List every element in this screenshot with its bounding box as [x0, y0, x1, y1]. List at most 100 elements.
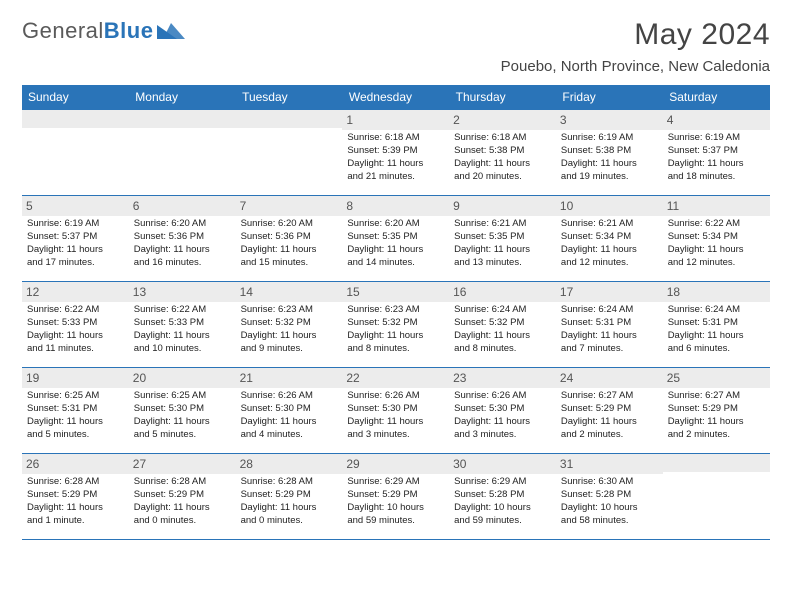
- cell-sunrise: Sunrise: 6:29 AM: [454, 476, 551, 489]
- day-number: [663, 454, 770, 472]
- cell-daylight2: and 8 minutes.: [454, 343, 551, 356]
- cell-daylight2: and 9 minutes.: [241, 343, 338, 356]
- cell-sunset: Sunset: 5:28 PM: [454, 489, 551, 502]
- calendar-cell: 8Sunrise: 6:20 AMSunset: 5:35 PMDaylight…: [342, 196, 449, 282]
- cell-sunset: Sunset: 5:30 PM: [454, 403, 551, 416]
- cell-sunrise: Sunrise: 6:24 AM: [561, 304, 658, 317]
- calendar-cell: 6Sunrise: 6:20 AMSunset: 5:36 PMDaylight…: [129, 196, 236, 282]
- cell-daylight1: Daylight: 11 hours: [134, 244, 231, 257]
- cell-sunset: Sunset: 5:29 PM: [241, 489, 338, 502]
- cell-sunset: Sunset: 5:29 PM: [668, 403, 765, 416]
- location: Pouebo, North Province, New Caledonia: [501, 58, 770, 75]
- calendar-cell: [236, 110, 343, 196]
- cell-daylight1: Daylight: 11 hours: [241, 330, 338, 343]
- day-number: 4: [663, 110, 770, 130]
- cell-daylight2: and 19 minutes.: [561, 171, 658, 184]
- calendar-cell: [129, 110, 236, 196]
- day-number: 29: [342, 454, 449, 474]
- day-number: 28: [236, 454, 343, 474]
- cell-daylight2: and 12 minutes.: [561, 257, 658, 270]
- calendar-table: Sunday Monday Tuesday Wednesday Thursday…: [22, 85, 770, 540]
- cell-daylight1: Daylight: 11 hours: [134, 330, 231, 343]
- day-number: 16: [449, 282, 556, 302]
- cell-daylight1: Daylight: 11 hours: [347, 158, 444, 171]
- calendar-cell: 23Sunrise: 6:26 AMSunset: 5:30 PMDayligh…: [449, 368, 556, 454]
- day-number: 23: [449, 368, 556, 388]
- cell-sunrise: Sunrise: 6:26 AM: [241, 390, 338, 403]
- col-friday: Friday: [556, 85, 663, 110]
- cell-daylight1: Daylight: 11 hours: [241, 502, 338, 515]
- day-header-row: Sunday Monday Tuesday Wednesday Thursday…: [22, 85, 770, 110]
- calendar-cell: 20Sunrise: 6:25 AMSunset: 5:30 PMDayligh…: [129, 368, 236, 454]
- cell-sunrise: Sunrise: 6:22 AM: [668, 218, 765, 231]
- day-number: 26: [22, 454, 129, 474]
- cell-daylight2: and 5 minutes.: [27, 429, 124, 442]
- cell-daylight1: Daylight: 11 hours: [241, 244, 338, 257]
- cell-daylight2: and 0 minutes.: [134, 515, 231, 528]
- cell-daylight1: Daylight: 11 hours: [27, 244, 124, 257]
- calendar-cell: 12Sunrise: 6:22 AMSunset: 5:33 PMDayligh…: [22, 282, 129, 368]
- col-sunday: Sunday: [22, 85, 129, 110]
- cell-sunrise: Sunrise: 6:19 AM: [561, 132, 658, 145]
- cell-daylight2: and 8 minutes.: [347, 343, 444, 356]
- calendar-cell: 30Sunrise: 6:29 AMSunset: 5:28 PMDayligh…: [449, 454, 556, 540]
- cell-sunset: Sunset: 5:31 PM: [27, 403, 124, 416]
- col-monday: Monday: [129, 85, 236, 110]
- day-number: 17: [556, 282, 663, 302]
- cell-sunrise: Sunrise: 6:18 AM: [347, 132, 444, 145]
- cell-daylight2: and 1 minute.: [27, 515, 124, 528]
- cell-sunset: Sunset: 5:39 PM: [347, 145, 444, 158]
- day-number: 27: [129, 454, 236, 474]
- calendar-cell: 19Sunrise: 6:25 AMSunset: 5:31 PMDayligh…: [22, 368, 129, 454]
- cell-sunset: Sunset: 5:28 PM: [561, 489, 658, 502]
- cell-sunset: Sunset: 5:35 PM: [347, 231, 444, 244]
- cell-daylight1: Daylight: 10 hours: [347, 502, 444, 515]
- cell-daylight1: Daylight: 10 hours: [454, 502, 551, 515]
- day-number: 9: [449, 196, 556, 216]
- calendar-cell: 7Sunrise: 6:20 AMSunset: 5:36 PMDaylight…: [236, 196, 343, 282]
- cell-sunrise: Sunrise: 6:26 AM: [454, 390, 551, 403]
- cell-sunrise: Sunrise: 6:24 AM: [668, 304, 765, 317]
- cell-daylight1: Daylight: 11 hours: [454, 244, 551, 257]
- cell-sunrise: Sunrise: 6:19 AM: [668, 132, 765, 145]
- cell-sunrise: Sunrise: 6:23 AM: [241, 304, 338, 317]
- cell-daylight1: Daylight: 11 hours: [668, 158, 765, 171]
- calendar-cell: 21Sunrise: 6:26 AMSunset: 5:30 PMDayligh…: [236, 368, 343, 454]
- day-number: [129, 110, 236, 128]
- calendar-cell: 29Sunrise: 6:29 AMSunset: 5:29 PMDayligh…: [342, 454, 449, 540]
- calendar-row: 5Sunrise: 6:19 AMSunset: 5:37 PMDaylight…: [22, 196, 770, 282]
- cell-sunrise: Sunrise: 6:27 AM: [561, 390, 658, 403]
- month-title: May 2024: [501, 18, 770, 52]
- calendar-cell: [663, 454, 770, 540]
- cell-sunrise: Sunrise: 6:21 AM: [454, 218, 551, 231]
- cell-sunset: Sunset: 5:31 PM: [668, 317, 765, 330]
- calendar-cell: 24Sunrise: 6:27 AMSunset: 5:29 PMDayligh…: [556, 368, 663, 454]
- day-number: 11: [663, 196, 770, 216]
- day-number: 20: [129, 368, 236, 388]
- calendar-cell: 3Sunrise: 6:19 AMSunset: 5:38 PMDaylight…: [556, 110, 663, 196]
- day-number: [22, 110, 129, 128]
- day-number: 18: [663, 282, 770, 302]
- cell-daylight1: Daylight: 11 hours: [454, 158, 551, 171]
- header: GeneralBlue May 2024 Pouebo, North Provi…: [22, 18, 770, 75]
- cell-daylight1: Daylight: 11 hours: [134, 416, 231, 429]
- day-number: 1: [342, 110, 449, 130]
- cell-sunrise: Sunrise: 6:24 AM: [454, 304, 551, 317]
- calendar-cell: 17Sunrise: 6:24 AMSunset: 5:31 PMDayligh…: [556, 282, 663, 368]
- cell-daylight1: Daylight: 11 hours: [561, 158, 658, 171]
- cell-sunrise: Sunrise: 6:21 AM: [561, 218, 658, 231]
- cell-daylight2: and 59 minutes.: [454, 515, 551, 528]
- calendar-row: 1Sunrise: 6:18 AMSunset: 5:39 PMDaylight…: [22, 110, 770, 196]
- cell-daylight2: and 2 minutes.: [561, 429, 658, 442]
- cell-sunset: Sunset: 5:37 PM: [668, 145, 765, 158]
- day-number: 6: [129, 196, 236, 216]
- calendar-cell: 25Sunrise: 6:27 AMSunset: 5:29 PMDayligh…: [663, 368, 770, 454]
- cell-daylight2: and 3 minutes.: [454, 429, 551, 442]
- day-number: [236, 110, 343, 128]
- day-number: 2: [449, 110, 556, 130]
- cell-sunrise: Sunrise: 6:23 AM: [347, 304, 444, 317]
- cell-sunrise: Sunrise: 6:20 AM: [347, 218, 444, 231]
- calendar-cell: 18Sunrise: 6:24 AMSunset: 5:31 PMDayligh…: [663, 282, 770, 368]
- cell-daylight2: and 18 minutes.: [668, 171, 765, 184]
- calendar-cell: [22, 110, 129, 196]
